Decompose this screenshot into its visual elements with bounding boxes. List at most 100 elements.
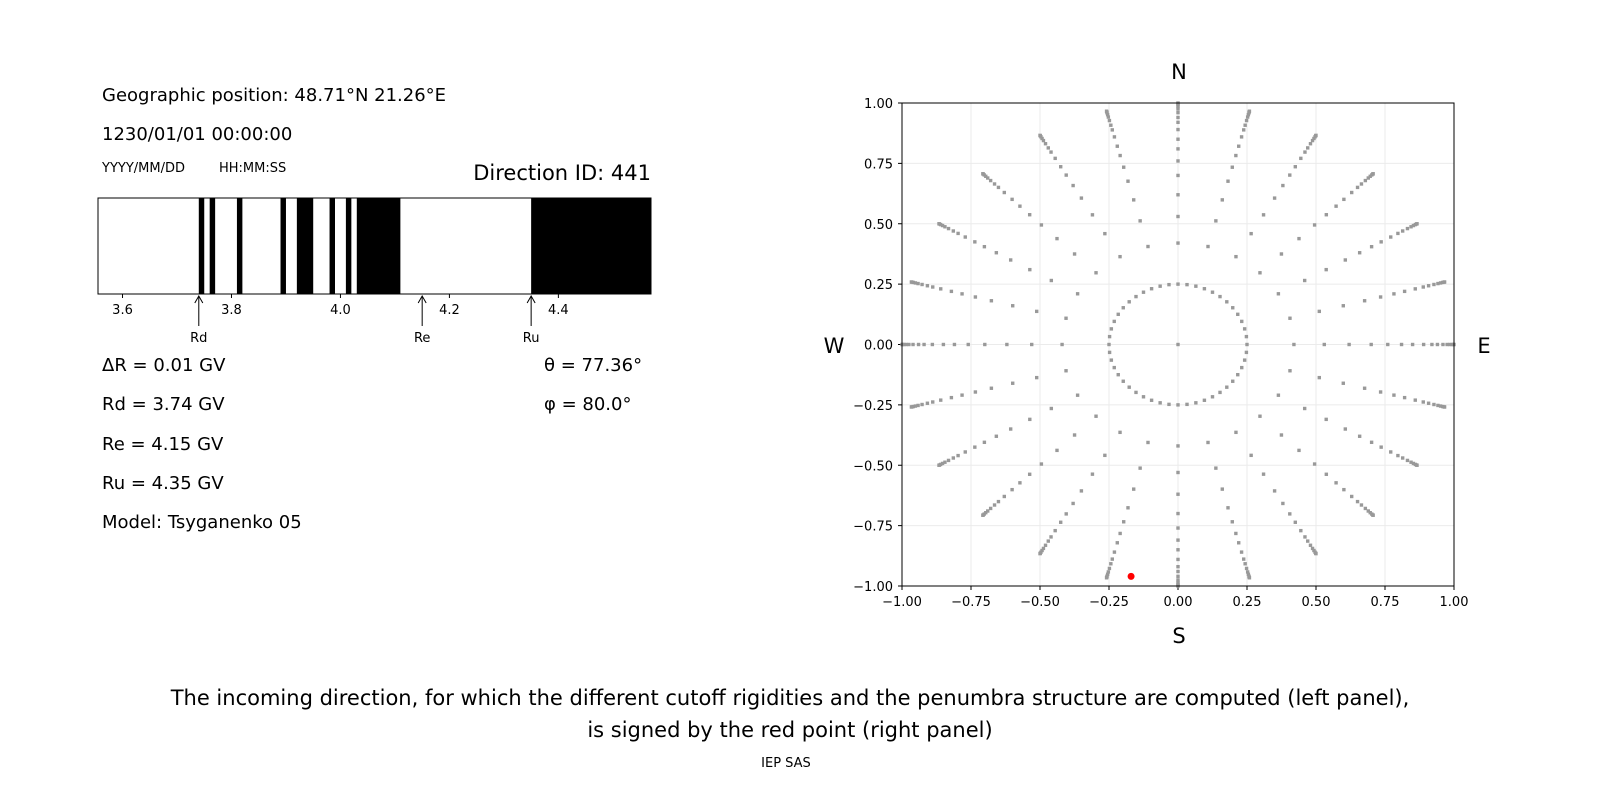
grid-point (1399, 342, 1404, 347)
grid-point (1010, 487, 1014, 492)
grid-point (1094, 414, 1098, 418)
grid-point (1276, 393, 1281, 397)
grid-point (1324, 267, 1328, 272)
grid-point (1359, 182, 1364, 186)
grid-point (1246, 113, 1251, 117)
grid-point (1176, 159, 1180, 163)
grid-point (1357, 434, 1362, 438)
grid-point (1041, 138, 1046, 143)
grid-point (1122, 165, 1126, 169)
grid-point (946, 226, 951, 231)
grid-point (1438, 404, 1443, 408)
grid-point (1234, 153, 1238, 158)
grid-point (1279, 433, 1284, 437)
grid-point (1107, 350, 1112, 355)
grid-point (1314, 133, 1318, 138)
grid-point (1432, 282, 1436, 287)
grid-point (1379, 445, 1383, 449)
penumbra-band (531, 198, 651, 294)
grid-point (1064, 512, 1068, 516)
grid-point (909, 280, 914, 284)
grid-point (916, 403, 920, 408)
grid-point (1206, 440, 1210, 445)
marker-label: Rd (190, 331, 207, 346)
grid-point (1107, 118, 1112, 123)
grid-point (1245, 115, 1250, 119)
grid-point (1310, 546, 1315, 551)
grid-point (925, 284, 930, 288)
grid-point (1176, 147, 1180, 151)
grid-point (1245, 570, 1250, 574)
grid-point (989, 386, 994, 390)
grid-point (1347, 342, 1351, 347)
grid-point (1405, 458, 1410, 463)
grid-point (930, 342, 935, 347)
grid-point (937, 222, 941, 226)
grid-point (1386, 342, 1390, 347)
grid-point (1302, 406, 1307, 411)
grid-point (913, 404, 918, 408)
grid-point (1231, 306, 1235, 310)
grid-point (992, 182, 997, 186)
penumbra-band (296, 198, 314, 294)
grid-point (1176, 107, 1180, 111)
x-tick-label: −0.75 (951, 595, 991, 610)
grid-point (1210, 290, 1215, 294)
grid-point (1349, 494, 1354, 499)
grid-point (1306, 539, 1310, 543)
grid-point (1363, 506, 1368, 511)
grid-point (1059, 520, 1063, 524)
grid-point (1126, 506, 1130, 510)
grid-point (1244, 118, 1249, 123)
grid-point (1389, 235, 1393, 239)
grid-point (1231, 379, 1235, 383)
penumbra-band (236, 198, 243, 294)
grid-point (1176, 580, 1180, 585)
penumbra-band (356, 198, 401, 294)
grid-point (1409, 460, 1413, 464)
grid-point (1055, 236, 1059, 241)
grid-point (1299, 528, 1303, 533)
grid-point (1258, 271, 1262, 275)
grid-point (1053, 156, 1057, 161)
grid-point (1435, 342, 1440, 347)
grid-point (1426, 284, 1431, 288)
grid-point (943, 225, 947, 229)
grid-point (1421, 342, 1426, 347)
grid-point (1158, 284, 1162, 288)
grid-point (1239, 135, 1244, 139)
grid-point (913, 281, 918, 285)
grid-point (907, 342, 911, 347)
grid-point (1272, 196, 1277, 200)
grid-point (1214, 466, 1218, 470)
grid-point (1132, 487, 1136, 491)
grid-point (946, 458, 951, 463)
grid-point (1018, 481, 1022, 485)
y-tick-label: 0.75 (864, 157, 893, 172)
grid-point (1409, 225, 1413, 229)
x-tick-label: 3.8 (221, 303, 242, 318)
grid-point (1041, 546, 1046, 551)
grid-point (1176, 574, 1180, 579)
grid-point (1116, 372, 1120, 377)
grid-point (1127, 300, 1131, 304)
grid-point (1141, 395, 1146, 399)
grid-point (1242, 557, 1246, 561)
grid-point (986, 509, 990, 513)
grid-point (994, 434, 999, 438)
grid-point (1038, 551, 1042, 556)
grid-point (920, 402, 924, 407)
grid-point (916, 342, 921, 347)
penumbra-frame (97, 197, 652, 295)
grid-point (1176, 548, 1180, 552)
grid-point (1369, 342, 1373, 347)
grid-point (1244, 350, 1249, 355)
grid-point (1230, 520, 1234, 524)
grid-point (1176, 444, 1180, 448)
x-tick-label: 4.2 (439, 303, 460, 318)
grid-point (1413, 287, 1417, 291)
grid-point (1362, 299, 1367, 303)
compass-north: N (1171, 60, 1187, 84)
grid-point (1288, 512, 1292, 516)
grid-point (992, 503, 997, 507)
